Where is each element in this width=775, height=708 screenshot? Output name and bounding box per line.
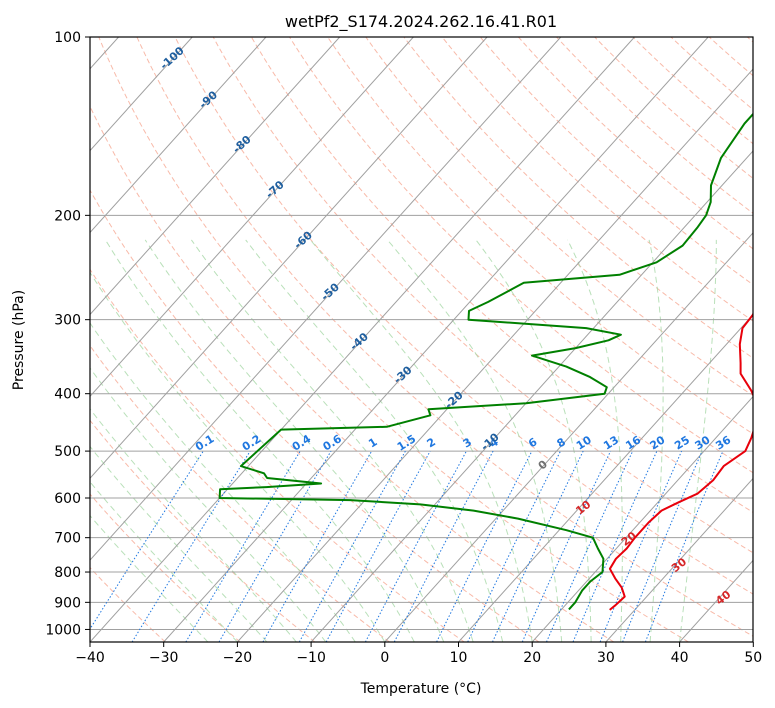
isotherm-line xyxy=(90,37,341,316)
isotherm-line xyxy=(752,641,753,642)
x-tick-label: −10 xyxy=(296,650,326,666)
x-tick-label: 0 xyxy=(380,650,389,666)
plot-frame xyxy=(89,36,754,643)
dry-adiabat xyxy=(174,37,753,595)
axes: −40 −30 −20 −10 0 10 20 30 40 50 100 200 300 400 500 60… xyxy=(45,30,762,666)
moist-adiabat xyxy=(90,408,297,642)
moist-adiabat xyxy=(90,514,209,642)
mixing-ratio-line xyxy=(622,450,703,642)
dry-adiabat xyxy=(250,37,753,513)
isotherm-line xyxy=(163,37,709,642)
background-lines xyxy=(90,37,753,642)
mixing-ratio-line xyxy=(298,450,406,642)
moist-adiabat xyxy=(190,239,474,642)
mixing-ratio-line xyxy=(644,450,724,642)
dry-adiabat xyxy=(90,189,540,642)
dewpoint-profile xyxy=(218,112,753,611)
dry-adiabat xyxy=(212,37,753,554)
isotherm-line xyxy=(90,37,562,561)
series-layer xyxy=(218,112,753,611)
x-tick-label: 20 xyxy=(523,650,541,666)
isotherm-line xyxy=(384,232,753,642)
isotherm-line xyxy=(90,37,488,479)
moist-adiabat xyxy=(387,239,563,642)
x-tick-label: −20 xyxy=(223,650,253,666)
mixing-ratio-line xyxy=(393,450,494,642)
dry-adiabat xyxy=(90,105,615,642)
moist-adiabat xyxy=(104,239,415,642)
chart-title: wetPf2_S174.2024.262.16.41.R01 xyxy=(285,12,557,32)
dry-adiabat xyxy=(327,37,753,435)
mixing-ratio-line xyxy=(364,450,467,642)
x-tick-label: −40 xyxy=(75,650,105,666)
isotherm-line xyxy=(90,37,414,398)
dry-adiabat xyxy=(98,37,689,642)
mixing-ratio-line xyxy=(131,450,251,642)
plot-area: 0.1 0.2 0.4 0.6 1 1.5 2 3 4 6 8 10 13 16 20 25 30 36-100-… xyxy=(89,36,754,643)
isotherm-line xyxy=(605,477,753,642)
y-tick-label: 200 xyxy=(54,208,81,224)
mixing-ratio-line xyxy=(262,450,373,642)
moist-adiabat xyxy=(90,322,356,642)
mixing-ratio-line xyxy=(325,450,431,642)
mixing-ratio-line xyxy=(467,450,561,642)
moist-adiabat xyxy=(144,239,445,642)
dry-adiabat xyxy=(90,493,241,642)
y-tick-label: 500 xyxy=(54,444,81,460)
dry-adiabat xyxy=(479,37,753,286)
plot-background xyxy=(90,37,753,642)
moist-adiabat xyxy=(90,481,238,642)
y-tick-label: 300 xyxy=(54,313,81,329)
y-tick-label: 400 xyxy=(54,387,81,403)
mixing-ratio-line xyxy=(599,450,683,642)
moist-adiabat xyxy=(475,239,592,642)
temperature-profile xyxy=(608,312,753,611)
mixing-ratio-line xyxy=(492,450,584,642)
isotherm-line xyxy=(90,37,267,234)
mixing-ratio-line xyxy=(90,450,204,630)
y-tick-label: 900 xyxy=(54,595,81,611)
isotherm-line xyxy=(90,37,193,152)
x-tick-label: 30 xyxy=(597,650,615,666)
x-tick-label: 40 xyxy=(671,650,689,666)
dry-adiabat xyxy=(556,37,753,214)
y-tick-label: 100 xyxy=(54,30,81,46)
dry-adiabat xyxy=(632,37,753,145)
dry-adiabat xyxy=(441,37,753,322)
x-tick-label: −30 xyxy=(149,650,179,666)
y-tick-label: 1000 xyxy=(45,622,81,638)
y-tick-label: 700 xyxy=(54,531,81,547)
mixing-ratio-line xyxy=(436,450,533,642)
moist-adiabat xyxy=(679,239,717,642)
isotherm-line xyxy=(458,314,753,642)
y-tick-label: 600 xyxy=(54,491,81,507)
dry-adiabat xyxy=(365,37,753,397)
isotherm-line xyxy=(237,68,753,642)
y-axis-label: Pressure (hPa) xyxy=(11,290,27,390)
isotherm-line xyxy=(310,150,753,642)
dry-adiabat xyxy=(90,419,316,642)
dry-adiabat xyxy=(136,37,753,637)
moist-adiabat xyxy=(90,271,386,642)
x-tick-label: 50 xyxy=(744,650,762,666)
x-tick-label: 10 xyxy=(450,650,468,666)
mixing-ratio-line xyxy=(521,450,612,642)
isotherm-line xyxy=(90,37,635,642)
y-tick-label: 800 xyxy=(54,565,81,581)
isotherm-line xyxy=(531,395,753,642)
x-axis-label: Temperature (°C) xyxy=(360,681,482,697)
